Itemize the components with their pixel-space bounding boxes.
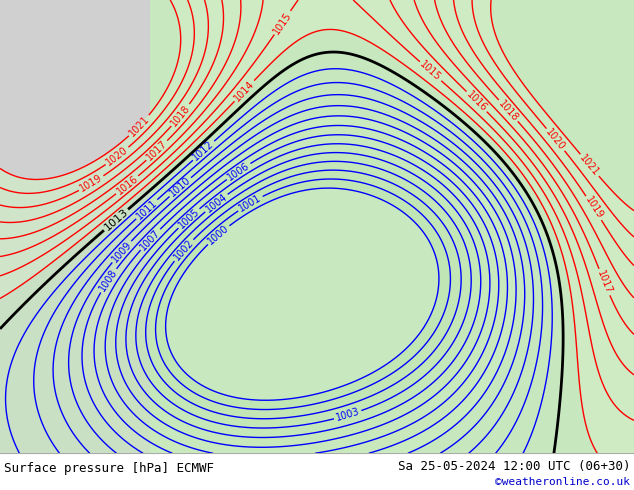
Text: 1016: 1016 xyxy=(465,89,489,114)
Text: 1019: 1019 xyxy=(583,195,605,221)
Text: 1014: 1014 xyxy=(232,78,256,103)
Text: 1016: 1016 xyxy=(115,173,140,196)
Text: 1012: 1012 xyxy=(191,139,216,163)
Text: Sa 25-05-2024 12:00 UTC (06+30): Sa 25-05-2024 12:00 UTC (06+30) xyxy=(398,460,630,473)
Text: 1021: 1021 xyxy=(127,114,152,138)
Text: 1007: 1007 xyxy=(138,227,162,252)
Text: 1018: 1018 xyxy=(496,98,520,123)
Text: 1003: 1003 xyxy=(335,407,361,423)
Text: 1001: 1001 xyxy=(237,193,263,214)
Text: 1000: 1000 xyxy=(206,223,231,246)
Text: 1005: 1005 xyxy=(176,206,201,230)
Text: 1019: 1019 xyxy=(78,173,105,194)
Bar xyxy=(0,0,170,453)
Text: 1020: 1020 xyxy=(105,145,130,168)
Text: 1018: 1018 xyxy=(169,102,192,128)
Text: 1002: 1002 xyxy=(172,238,195,263)
Text: 1017: 1017 xyxy=(595,269,614,295)
Text: 1013: 1013 xyxy=(102,207,130,233)
Text: 1011: 1011 xyxy=(134,197,159,221)
Text: ©weatheronline.co.uk: ©weatheronline.co.uk xyxy=(495,477,630,487)
Text: 1008: 1008 xyxy=(97,268,119,294)
Text: 1020: 1020 xyxy=(544,127,567,152)
Text: 1004: 1004 xyxy=(204,192,229,215)
Text: 1015: 1015 xyxy=(271,10,294,36)
Text: 1021: 1021 xyxy=(578,152,602,178)
Text: Surface pressure [hPa] ECMWF: Surface pressure [hPa] ECMWF xyxy=(4,462,214,475)
Text: 1006: 1006 xyxy=(226,160,252,182)
Text: 1017: 1017 xyxy=(145,139,169,163)
Text: 1009: 1009 xyxy=(110,239,134,264)
Text: 1010: 1010 xyxy=(168,175,193,199)
Text: 1015: 1015 xyxy=(418,59,443,83)
Bar xyxy=(150,0,634,453)
